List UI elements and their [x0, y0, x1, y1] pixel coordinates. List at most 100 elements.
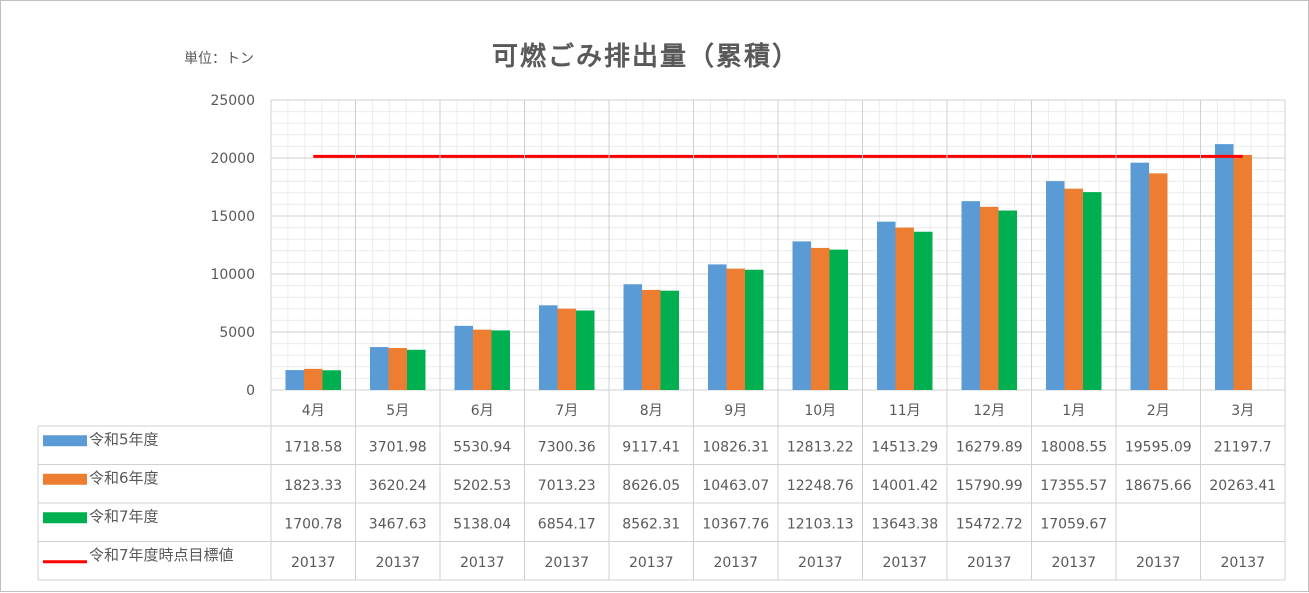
legend-label: 令和6年度 [89, 469, 159, 487]
bar-3 [576, 310, 595, 390]
data-label: 20137 [882, 555, 927, 571]
data-label: 14513.29 [871, 439, 938, 455]
bar-3 [745, 269, 764, 390]
bar-2 [557, 308, 576, 390]
data-label: 20137 [544, 555, 589, 571]
category-label: 8月 [640, 403, 663, 419]
bar-1 [623, 284, 642, 390]
data-label: 21197.7 [1214, 439, 1272, 455]
bar-3 [998, 210, 1017, 390]
chart-title: 可燃ごみ排出量（累積） [492, 41, 800, 72]
bar-3 [829, 249, 848, 390]
data-label: 17355.57 [1040, 478, 1107, 494]
bar-2 [388, 348, 407, 390]
bar-3 [914, 231, 933, 390]
bar-3 [322, 370, 341, 390]
data-label: 16279.89 [956, 439, 1023, 455]
bar-2 [1064, 188, 1083, 390]
legend-key-2 [43, 473, 87, 485]
y-tick-label: 20000 [210, 151, 255, 167]
bar-2 [726, 268, 745, 390]
legend-key-1 [43, 435, 87, 447]
bar-2 [895, 227, 914, 390]
data-label: 17059.67 [1040, 516, 1107, 532]
data-label: 20137 [1136, 555, 1181, 571]
data-label: 5202.53 [453, 478, 511, 494]
data-label: 3701.98 [369, 439, 427, 455]
data-label: 14001.42 [871, 478, 938, 494]
data-label: 3467.63 [369, 516, 427, 532]
data-label: 20137 [1220, 555, 1265, 571]
data-label: 20137 [460, 555, 505, 571]
data-label: 20263.41 [1209, 478, 1276, 494]
legend-label: 令和7年度時点目標値 [89, 546, 234, 564]
unit-label: 単位：トン [184, 51, 254, 67]
category-label: 11月 [889, 403, 921, 419]
bar-1 [454, 325, 473, 390]
data-label: 18008.55 [1040, 439, 1107, 455]
data-label: 8562.31 [622, 516, 680, 532]
data-label: 7300.36 [538, 439, 596, 455]
bar-2 [1149, 173, 1168, 390]
data-label: 20137 [629, 555, 674, 571]
y-tick-label: 5000 [219, 325, 255, 341]
data-label: 1823.33 [284, 478, 342, 494]
data-label: 10367.76 [702, 516, 769, 532]
data-label: 5138.04 [453, 516, 511, 532]
data-label: 1718.58 [284, 439, 342, 455]
category-label: 10月 [804, 403, 836, 419]
category-label: 3月 [1231, 403, 1254, 419]
bar-3 [491, 330, 510, 390]
data-label: 7013.23 [538, 478, 596, 494]
data-label: 10826.31 [702, 439, 769, 455]
bar-3 [660, 290, 679, 390]
bar-1 [370, 347, 389, 390]
data-label: 15790.99 [956, 478, 1023, 494]
data-label: 8626.05 [622, 478, 680, 494]
bar-2 [473, 329, 492, 390]
data-label: 18675.66 [1125, 478, 1192, 494]
bar-2 [980, 206, 999, 390]
legend-label: 令和7年度 [89, 507, 159, 525]
data-label: 12813.22 [787, 439, 854, 455]
text-layer: 可燃ごみ排出量（累積） 単位：トン [184, 41, 800, 72]
bar-2 [1233, 154, 1252, 390]
bar-1 [961, 201, 980, 390]
bar-3 [407, 349, 426, 390]
data-label: 19595.09 [1125, 439, 1192, 455]
category-label: 5月 [386, 403, 409, 419]
data-label: 20137 [967, 555, 1012, 571]
data-label: 20137 [713, 555, 758, 571]
category-label: 1月 [1062, 403, 1085, 419]
bar-1 [877, 221, 896, 390]
data-label: 1700.78 [284, 516, 342, 532]
category-label: 9月 [724, 403, 747, 419]
legend-label: 令和5年度 [89, 430, 159, 448]
bar-2 [304, 368, 323, 390]
data-label: 6854.17 [538, 516, 596, 532]
data-label: 5530.94 [453, 439, 511, 455]
bar-2 [811, 247, 830, 390]
data-label: 9117.41 [622, 439, 680, 455]
data-label: 12103.13 [787, 516, 854, 532]
category-label: 2月 [1147, 403, 1170, 419]
category-label: 4月 [302, 403, 325, 419]
bar-2 [642, 289, 661, 390]
bars-layer [285, 144, 1252, 390]
category-label: 7月 [555, 403, 578, 419]
bar-1 [708, 264, 727, 390]
bar-1 [1130, 162, 1149, 390]
bar-1 [539, 305, 558, 390]
data-label: 20137 [291, 555, 336, 571]
data-label: 20137 [798, 555, 843, 571]
data-label: 10463.07 [702, 478, 769, 494]
y-tick-label: 10000 [210, 267, 255, 283]
y-tick-label: 0 [246, 383, 255, 399]
category-label: 12月 [973, 403, 1005, 419]
legend-key-3 [43, 512, 87, 524]
y-tick-label: 15000 [210, 209, 255, 225]
bar-1 [285, 370, 304, 390]
